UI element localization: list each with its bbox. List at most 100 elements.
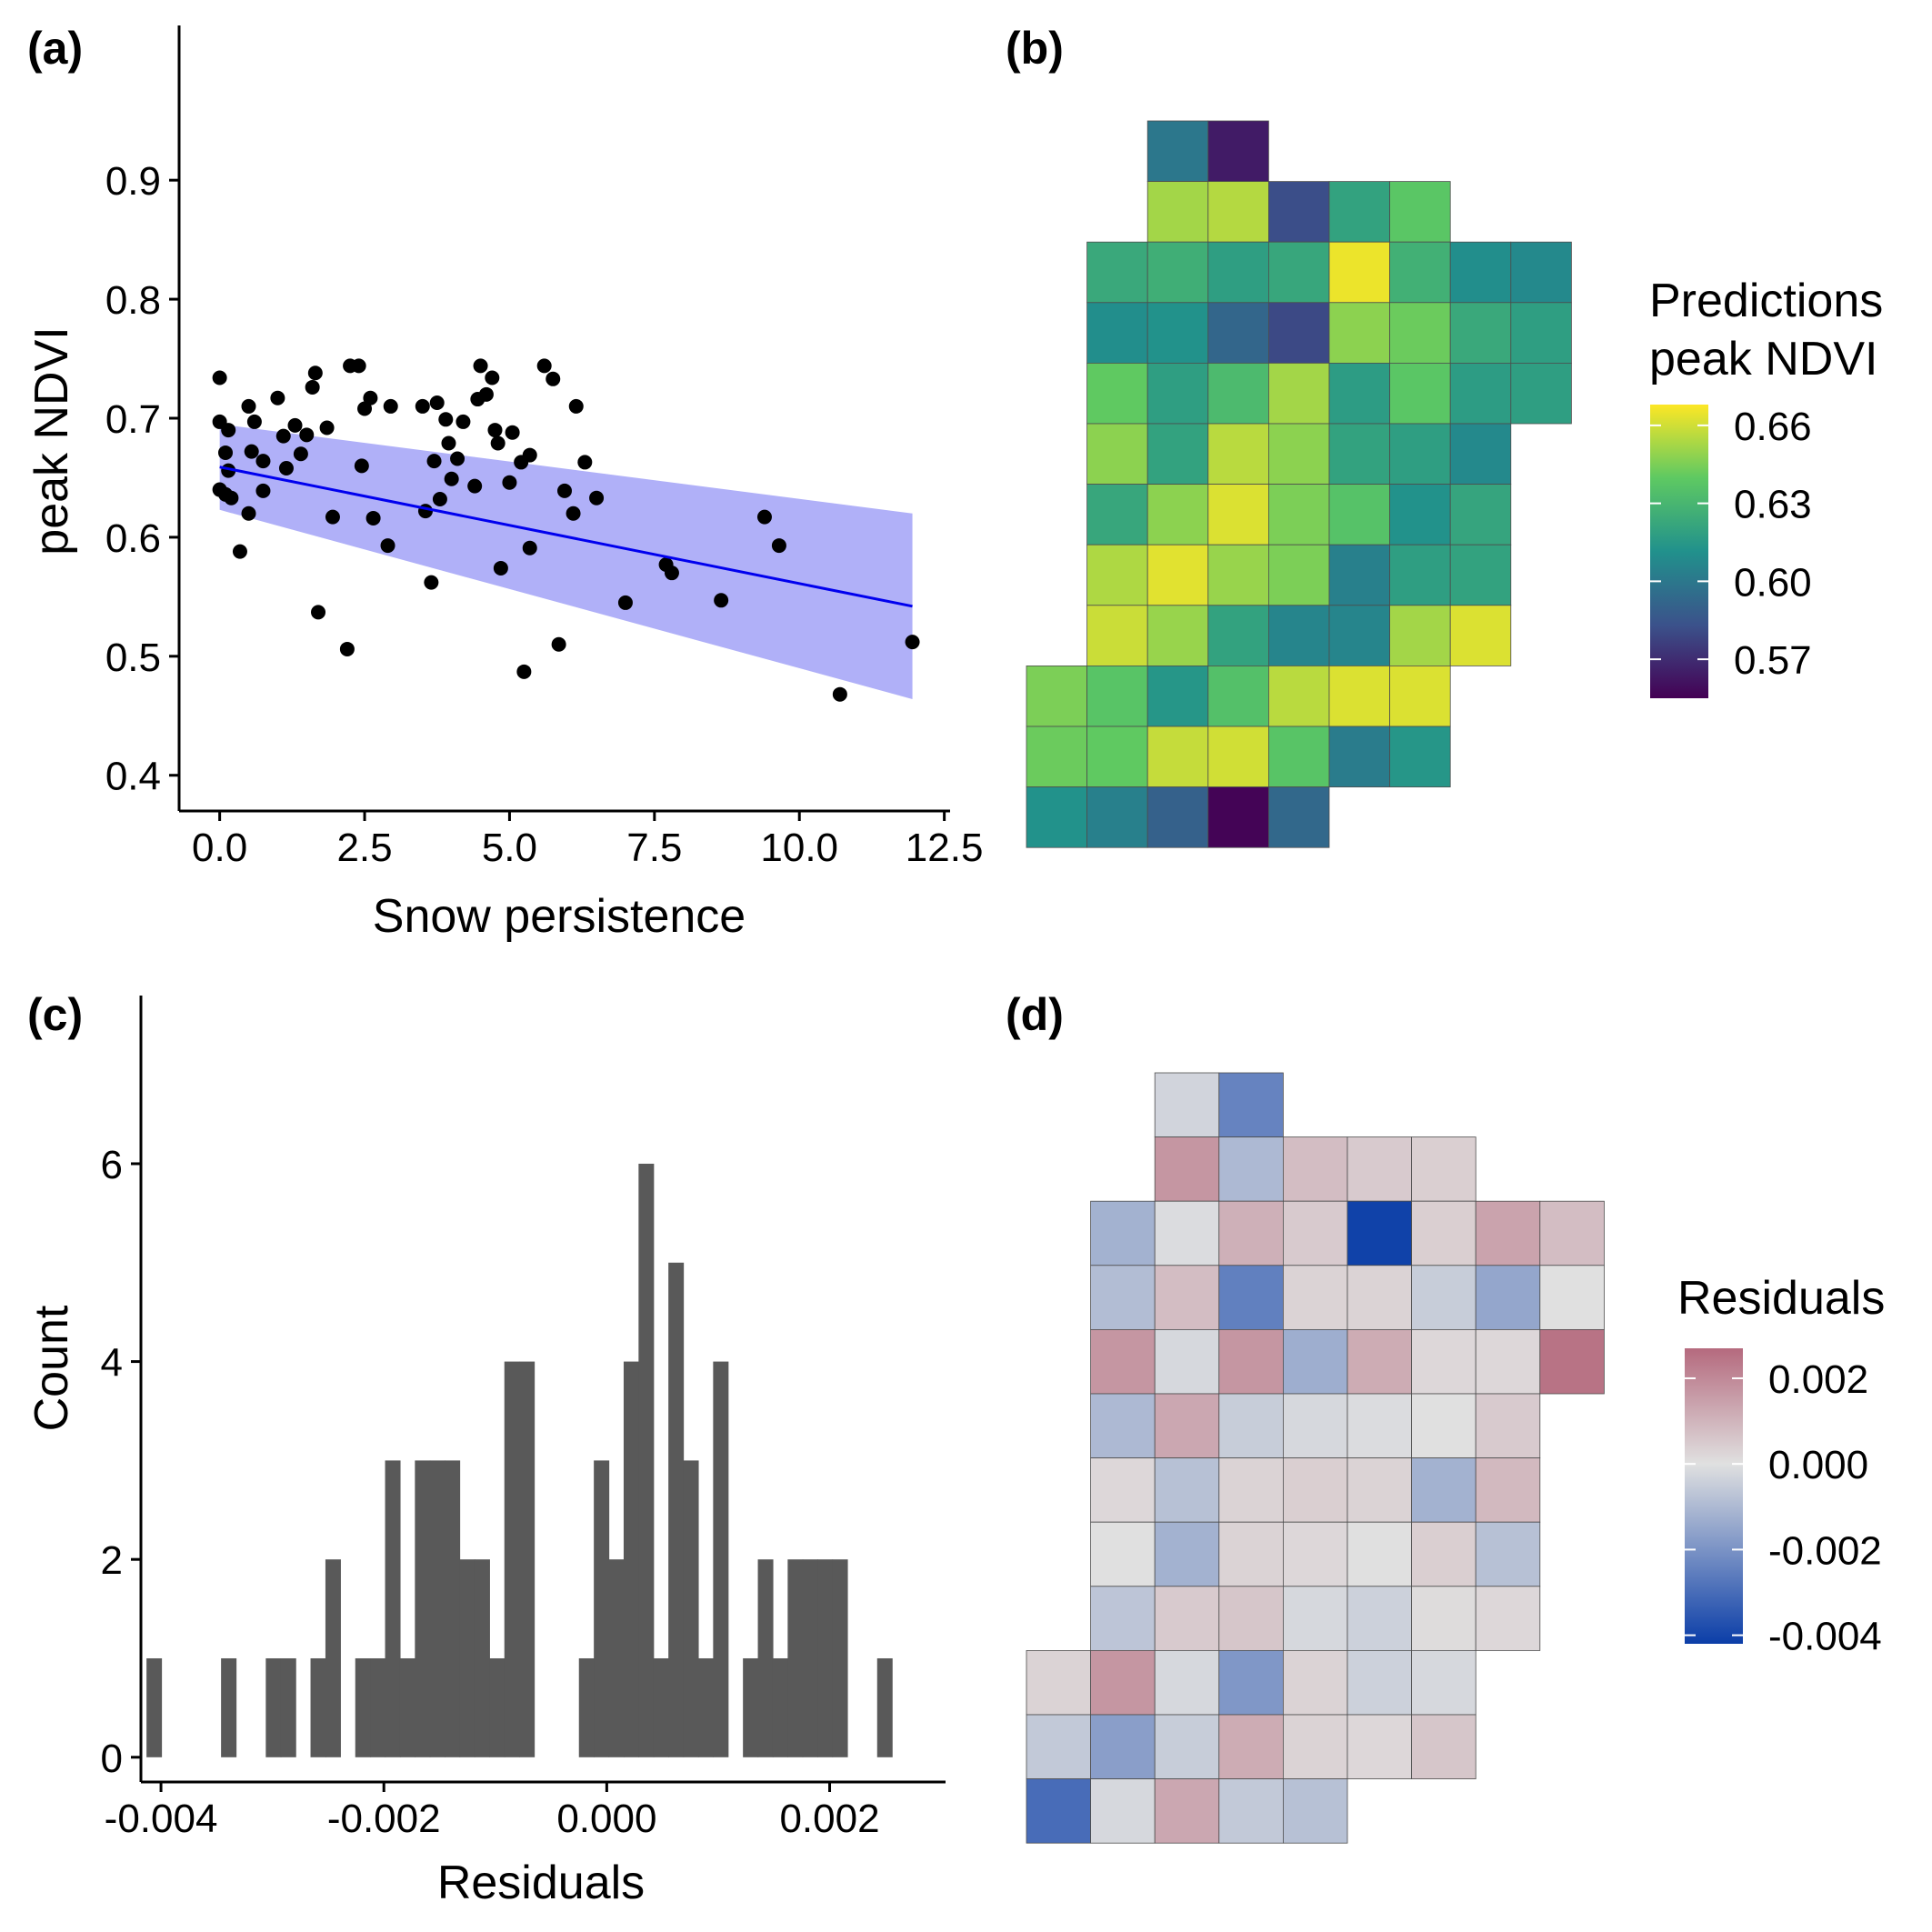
- d-tile-r5-c1: [1090, 1393, 1156, 1458]
- d-tile-r1-c5: [1346, 1136, 1412, 1202]
- d-tile-r9-c2: [1154, 1650, 1220, 1716]
- c-bar-43: [787, 1559, 804, 1757]
- d-tile-r2-c2: [1154, 1200, 1220, 1266]
- b-tile-r3-c5: [1328, 302, 1390, 364]
- b-tile-r2-c3: [1207, 241, 1269, 304]
- a-point-25: [325, 509, 340, 525]
- d-tile-r1-c6: [1411, 1136, 1477, 1202]
- a-point-74: [832, 686, 847, 702]
- a-point-26: [339, 641, 355, 656]
- c-bar-38: [713, 1361, 729, 1757]
- a-point-45: [455, 414, 471, 429]
- b-colorbar-tick-label-3: 0.66: [1734, 405, 1812, 449]
- b-tile-r6-c7: [1449, 484, 1512, 546]
- b-tile-r2-c1: [1086, 241, 1148, 304]
- c-bar-11: [310, 1657, 326, 1757]
- b-tile-r5-c7: [1449, 423, 1512, 485]
- b-tile-r8-c2: [1146, 605, 1209, 666]
- b-legend-title-line-1: Predictions: [1649, 275, 1883, 327]
- a-point-67: [589, 490, 605, 506]
- a-point-8: [232, 544, 247, 559]
- c-bar-0: [146, 1657, 163, 1757]
- a-y-axis-title: peak NDVI: [25, 326, 78, 555]
- d-tile-r9-c6: [1411, 1650, 1477, 1716]
- d-tile-r4-c8: [1539, 1329, 1605, 1395]
- d-tile-r8-c3: [1218, 1586, 1284, 1651]
- b-tile-r8-c5: [1328, 605, 1390, 666]
- a-point-22: [307, 365, 323, 381]
- c-x-tick-label-1: -0.002: [327, 1797, 441, 1841]
- a-point-7: [224, 490, 239, 506]
- b-tile-r7-c1: [1086, 544, 1148, 606]
- panel-label-a: (a): [27, 23, 83, 74]
- d-tile-r9-c4: [1283, 1650, 1348, 1716]
- panel-b-heatmap: Predictions peak NDVI 0.57 0.60 0.63 0.66: [1026, 120, 1883, 848]
- a-point-6: [221, 423, 236, 438]
- c-bar-49: [876, 1657, 893, 1757]
- b-tile-r5-c3: [1207, 423, 1269, 485]
- b-tile-r8-c1: [1086, 605, 1148, 666]
- a-point-51: [487, 423, 503, 438]
- d-tile-r3-c2: [1154, 1265, 1220, 1330]
- a-fit-line: [219, 465, 913, 608]
- b-tile-r5-c6: [1389, 423, 1451, 485]
- a-point-44: [450, 451, 465, 466]
- b-colorbar-tick-label-1: 0.60: [1734, 560, 1812, 605]
- d-tile-r4-c7: [1475, 1329, 1541, 1395]
- a-point-30: [357, 401, 373, 416]
- d-tile-r3-c5: [1346, 1265, 1412, 1330]
- c-bar-14: [355, 1657, 371, 1757]
- c-y-tick-label-1: 2: [101, 1538, 123, 1583]
- a-y-tick-label-3: 0.7: [105, 397, 161, 442]
- c-bar-44: [802, 1559, 818, 1757]
- c-bar-22: [474, 1559, 490, 1757]
- b-colorbar-tick-label-2: 0.63: [1734, 483, 1812, 527]
- c-bar-12: [325, 1559, 341, 1757]
- b-tile-r2-c4: [1268, 241, 1330, 304]
- a-point-14: [255, 454, 271, 469]
- d-tile-r6-c2: [1154, 1457, 1220, 1523]
- b-tile-r8-c6: [1389, 605, 1451, 666]
- d-tile-r2-c6: [1411, 1200, 1477, 1266]
- a-x-tick-label-0: 0.0: [192, 826, 247, 870]
- panel-a-scatter: 0.0 2.5 5.0 7.5 10.0 12.5 0.4 0.5 0.6 0.7 0.8 0.9 S…: [25, 25, 983, 943]
- a-point-39: [429, 395, 445, 410]
- c-axes-layer: -0.004 -0.002 0.000 0.002 0 2 4 6: [101, 996, 946, 1841]
- c-bar-19: [429, 1460, 445, 1757]
- b-tile-r7-c2: [1146, 544, 1209, 606]
- d-tile-r11-c4: [1283, 1778, 1348, 1844]
- b-tile-r10-c3: [1207, 726, 1269, 787]
- d-tile-r7-c4: [1283, 1521, 1348, 1587]
- d-tile-r2-c7: [1475, 1200, 1541, 1266]
- b-tile-r11-c4: [1268, 786, 1330, 848]
- d-tile-r7-c1: [1090, 1521, 1156, 1587]
- b-tile-r4-c2: [1146, 362, 1209, 425]
- b-tile-r6-c2: [1146, 484, 1209, 546]
- a-point-57: [516, 664, 532, 679]
- c-bar-31: [608, 1559, 625, 1757]
- a-point-23: [311, 605, 326, 620]
- a-point-58: [522, 447, 537, 463]
- d-tile-r4-c2: [1154, 1329, 1220, 1395]
- a-point-75: [905, 635, 920, 650]
- d-colorbar-tick-label-1: -0.002: [1768, 1528, 1882, 1573]
- b-tile-r9-c2: [1146, 666, 1209, 727]
- panel-label-d: (d): [1006, 989, 1064, 1040]
- d-tile-r2-c3: [1218, 1200, 1284, 1266]
- a-point-21: [305, 379, 320, 395]
- a-point-66: [577, 455, 593, 470]
- d-tile-r8-c2: [1154, 1586, 1220, 1651]
- c-bar-35: [668, 1262, 685, 1757]
- d-tile-r3-c6: [1411, 1265, 1477, 1330]
- a-point-24: [319, 420, 335, 435]
- b-tile-r3-c1: [1086, 302, 1148, 364]
- c-bar-41: [757, 1559, 774, 1757]
- a-point-72: [756, 509, 772, 525]
- a-point-53: [493, 560, 508, 576]
- a-point-31: [363, 390, 378, 405]
- c-bar-46: [832, 1559, 848, 1757]
- d-tile-r8-c5: [1346, 1586, 1412, 1651]
- d-tile-r6-c3: [1218, 1457, 1284, 1523]
- d-tile-r10-c3: [1218, 1714, 1284, 1779]
